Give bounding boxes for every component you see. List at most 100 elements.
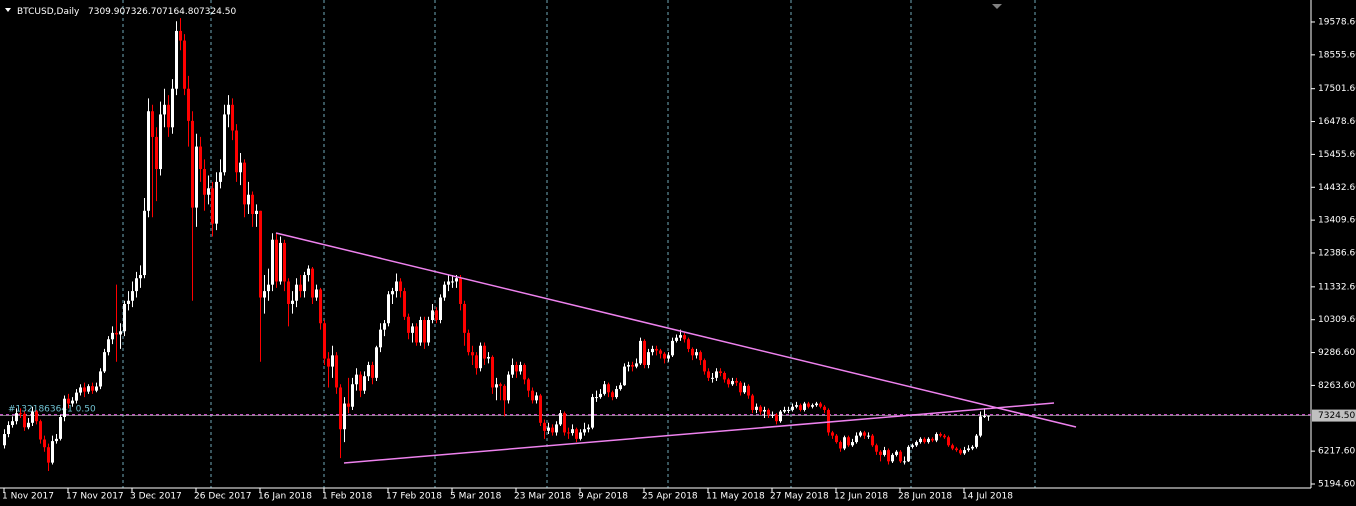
trendline [343, 402, 1055, 464]
candle-body [499, 384, 502, 386]
candle-body [343, 403, 346, 430]
candle-body [383, 323, 386, 330]
candle-body [919, 438, 922, 443]
candle-body [347, 403, 350, 407]
candle-body [791, 406, 794, 410]
candle-body [19, 413, 22, 415]
candle-body [555, 424, 558, 433]
candle-body [783, 409, 786, 412]
candle-body [319, 289, 322, 324]
candle-body [395, 281, 398, 292]
candle-body [923, 438, 926, 443]
candle-body [583, 429, 586, 433]
candle-body [519, 364, 522, 372]
candle-body [527, 379, 530, 391]
header-arrow [5, 8, 11, 12]
x-tick-label: 17 Nov 2017 [66, 492, 124, 502]
candle-body [639, 340, 642, 364]
candle-body [167, 104, 170, 128]
candle-body [47, 447, 50, 463]
candle-body [979, 416, 982, 436]
x-tick-label: 17 Feb 2018 [386, 492, 442, 502]
candle-body [43, 439, 46, 448]
candle-body [779, 411, 782, 422]
candle-body [575, 429, 578, 439]
candle-body [807, 403, 810, 407]
candle-body [7, 425, 10, 435]
candle-body [235, 130, 238, 173]
ohlc-open: 7309.90 [88, 7, 125, 17]
x-tick-label: 23 Mar 2018 [514, 492, 571, 502]
candle-body [767, 409, 770, 415]
candle-body [703, 360, 706, 372]
candle-body [103, 352, 106, 372]
candle-body [775, 414, 778, 422]
candle-body [363, 376, 366, 391]
candle-body [247, 194, 250, 205]
ohlc-high: 7326.70 [125, 7, 162, 17]
candle-body [507, 374, 510, 401]
price-tag [1312, 409, 1356, 422]
candle-body [623, 366, 626, 386]
candle-body [615, 389, 618, 398]
candle-body [79, 387, 82, 393]
candle-body [547, 427, 550, 431]
candle-body [795, 405, 798, 407]
candle-body [427, 320, 430, 343]
candle-body [107, 339, 110, 353]
candle-body [39, 421, 42, 440]
candle-body [727, 379, 730, 385]
candle-body [951, 445, 954, 449]
candle-body [71, 400, 74, 404]
candle-body [591, 397, 594, 428]
candle-body [827, 409, 830, 433]
candle-body [275, 239, 278, 282]
y-tick-label: 8263.60 [1318, 381, 1355, 391]
candle-body [495, 384, 498, 388]
candle-body [155, 136, 158, 170]
chart-header: BTCUSD,Daily 7309.90 7326.70 7164.80 732… [17, 7, 236, 17]
candle-body [51, 441, 54, 463]
candles [3, 18, 990, 471]
candle-body [659, 350, 662, 354]
candle-body [635, 363, 638, 367]
candle-body [491, 356, 494, 388]
candle-body [667, 355, 670, 359]
candle-body [227, 104, 230, 115]
candle-body [747, 385, 750, 396]
candle-body [743, 385, 746, 393]
candle-body [515, 364, 518, 372]
candle-body [927, 438, 930, 443]
candle-body [595, 397, 598, 399]
candle-body [631, 364, 634, 367]
y-tick-label: 17501.60 [1318, 84, 1356, 94]
y-tick-label: 10309.60 [1318, 315, 1356, 325]
candle-body [695, 352, 698, 356]
candle-body [399, 281, 402, 292]
candle-body [187, 88, 190, 121]
y-tick-label: 18555.60 [1318, 50, 1356, 60]
candle-body [851, 442, 854, 446]
candle-body [543, 422, 546, 431]
candle-body [251, 194, 254, 215]
candle-body [287, 281, 290, 304]
candle-body [127, 300, 130, 304]
candle-body [831, 432, 834, 436]
candle-body [879, 451, 882, 455]
candle-body [883, 450, 886, 455]
order-label: #1321863641 0.50 [8, 404, 96, 414]
candle-body [675, 337, 678, 341]
candle-body [723, 373, 726, 380]
candle-body [99, 371, 102, 387]
candle-body [815, 403, 818, 406]
candle-body [535, 395, 538, 401]
candle-body [871, 435, 874, 446]
candle-body [579, 432, 582, 439]
candle-body [191, 120, 194, 208]
candle-body [379, 329, 382, 348]
candle-body [599, 393, 602, 398]
candle-body [731, 381, 734, 385]
candle-body [211, 188, 214, 224]
candle-body [239, 162, 242, 173]
